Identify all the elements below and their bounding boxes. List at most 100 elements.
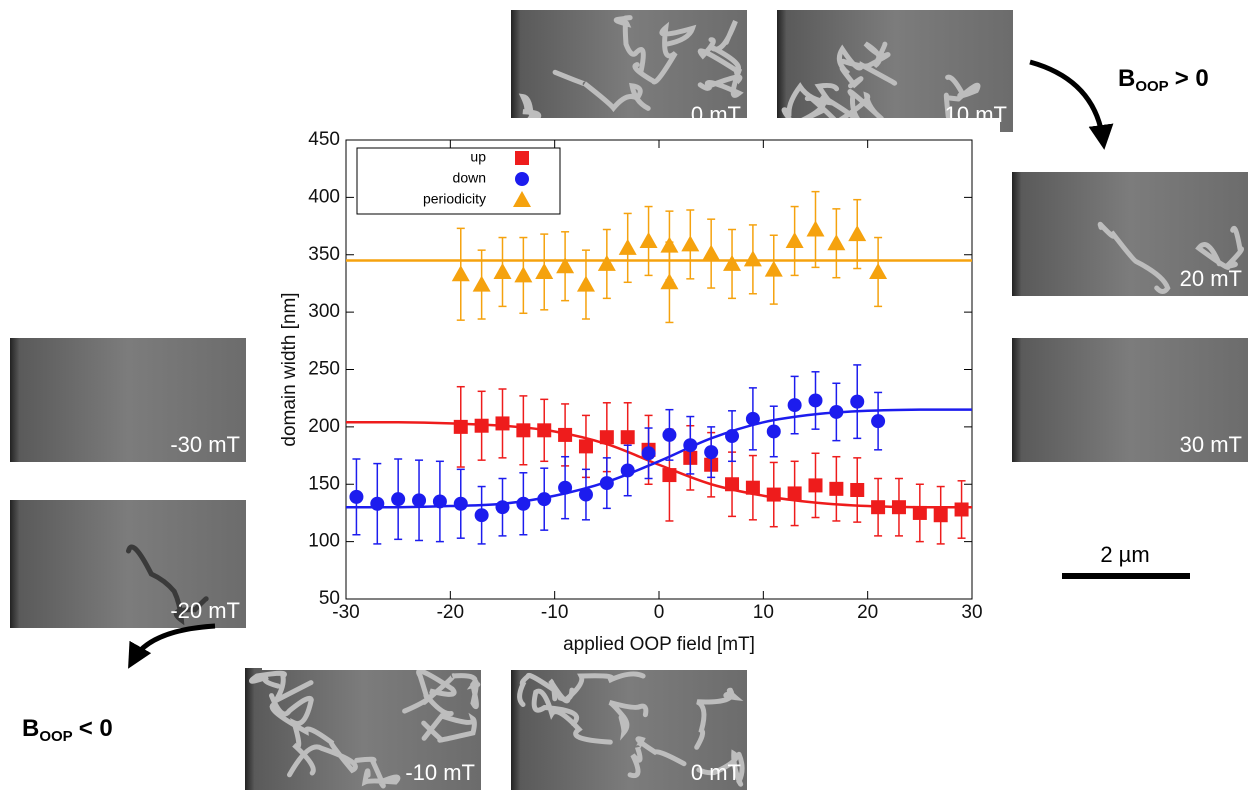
marker [827, 234, 846, 251]
marker [474, 418, 489, 433]
domain-wall [632, 21, 697, 85]
domain-wall [248, 670, 314, 707]
marker [472, 275, 491, 292]
subscript: OOP [39, 728, 72, 745]
marker [704, 445, 719, 460]
domain-wall [269, 693, 316, 776]
marker [515, 172, 529, 186]
arrow-positive [1029, 59, 1114, 150]
domain-wall [402, 668, 457, 717]
domain-wall [840, 41, 891, 69]
marker [850, 394, 865, 409]
marker [451, 265, 470, 282]
y-tick-label: 400 [308, 186, 340, 207]
micrograph [10, 500, 246, 628]
marker [453, 419, 468, 434]
y-tick-label: 50 [319, 588, 340, 609]
marker [618, 238, 637, 255]
marker [516, 423, 531, 438]
marker [513, 191, 531, 207]
marker [785, 231, 804, 248]
x-tick-label: 10 [753, 602, 774, 623]
fit-line [346, 420, 972, 509]
scale-bar-label: 2 µm [1100, 542, 1149, 567]
y-tick-label: 350 [308, 244, 340, 265]
y-tick-label: 300 [308, 301, 340, 322]
domain-wall [126, 544, 209, 626]
legend-label: periodicity [423, 191, 486, 207]
marker [516, 496, 531, 511]
marker [495, 416, 510, 431]
domain-wall [548, 671, 646, 704]
domain-wall [836, 44, 898, 89]
marker [912, 505, 927, 520]
panel-label: -10 mT [405, 760, 475, 785]
marker [829, 481, 844, 496]
arrow-negative [128, 623, 216, 669]
marker [681, 235, 700, 252]
marker [766, 487, 781, 502]
marker [848, 225, 867, 242]
marker [578, 439, 593, 454]
marker [515, 151, 529, 165]
micrograph [511, 10, 747, 132]
domain-wall [694, 687, 744, 750]
marker [535, 262, 554, 279]
domain-wall [269, 701, 358, 778]
marker [349, 489, 364, 504]
marker [662, 427, 677, 442]
domain-wall [697, 20, 741, 75]
fit-line [346, 408, 972, 509]
marker [662, 468, 677, 483]
marker [453, 496, 468, 511]
panel-label: -30 mT [170, 432, 240, 457]
marker [370, 496, 385, 511]
x-tick-label: -30 [332, 602, 359, 623]
x-tick-label: -20 [437, 602, 464, 623]
marker [745, 480, 760, 495]
subscript: OOP [1135, 78, 1168, 95]
marker [412, 493, 427, 508]
marker [537, 492, 552, 507]
marker [576, 275, 595, 292]
marker [474, 508, 489, 523]
marker [558, 427, 573, 442]
marker [743, 250, 762, 267]
marker [578, 487, 593, 502]
marker [806, 220, 825, 237]
y-tick-label: 450 [308, 129, 340, 150]
panel-label: 0 mT [691, 760, 741, 785]
marker [599, 476, 614, 491]
marker [850, 482, 865, 497]
marker [723, 254, 742, 271]
marker [787, 486, 802, 501]
domain-wall [354, 756, 401, 789]
marker [933, 508, 948, 523]
marker [556, 257, 575, 274]
marker [891, 500, 906, 515]
marker [641, 446, 656, 461]
marker [954, 502, 969, 517]
domain-wall [1195, 225, 1244, 270]
domain-wall [1097, 221, 1171, 295]
chart: -30 -20 -10 0 10 20 30 50 100 150 200 250 300 350 400 4… [279, 129, 983, 655]
x-tick-label: 20 [857, 602, 878, 623]
marker [620, 430, 635, 445]
micrograph [10, 338, 246, 462]
legend: up down periodicity [356, 147, 561, 215]
annotation-positive: BOOP > 0 [1118, 65, 1209, 95]
marker [745, 411, 760, 426]
x-tick-label: 30 [961, 602, 982, 623]
marker [391, 492, 406, 507]
marker [493, 262, 512, 279]
domain-wall [943, 74, 981, 119]
domain-wall [531, 688, 613, 745]
symbol: B [22, 715, 39, 742]
y-tick-label: 100 [308, 531, 340, 552]
marker [808, 393, 823, 408]
marker [683, 438, 698, 453]
marker [808, 478, 823, 493]
marker [514, 266, 533, 283]
marker [871, 500, 886, 515]
